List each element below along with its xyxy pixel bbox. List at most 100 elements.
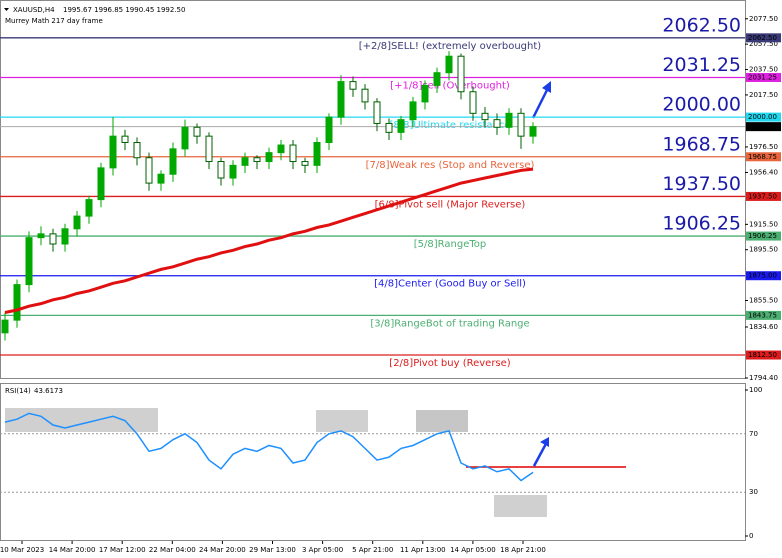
level-tag-label: 1875.00: [748, 272, 777, 280]
rsi-zone: [416, 410, 468, 432]
level-tag-label: 1906.25: [748, 232, 777, 240]
level-text: [7/8]Weak res (Stop and Reverse): [366, 160, 535, 171]
rsi-name: RSI(14): [5, 387, 31, 395]
candle-body: [277, 144, 285, 154]
x-tick-label: 18 Apr 21:00: [500, 546, 546, 554]
x-tick-label: 29 Mar 13:00: [249, 546, 296, 554]
rsi-zone: [494, 495, 547, 517]
candle-body: [349, 81, 357, 90]
candle-body: [493, 119, 501, 128]
candle-body: [241, 157, 249, 166]
x-tick-label: 5 Apr 21:00: [352, 546, 393, 554]
level-tag: [746, 112, 781, 122]
candle-body: [37, 233, 45, 239]
level-big-label: 2062.50: [662, 14, 741, 36]
x-tick-label: 14 Mar 20:00: [49, 546, 96, 554]
y-tick-label: 2017.50: [749, 91, 778, 99]
candle-body: [517, 112, 525, 137]
candle-body: [157, 173, 165, 184]
candle-body: [301, 161, 309, 166]
candle-body: [361, 88, 369, 103]
rsi-tick-label: 30: [749, 488, 758, 496]
candle-body: [421, 84, 429, 103]
level-text: [2/8]Pivot buy (Reverse): [389, 358, 511, 369]
symbol: XAUUSD,H4: [13, 6, 55, 14]
level-text: [6/8]Pivot sell (Major Reverse): [375, 199, 526, 210]
candle-body: [13, 284, 21, 321]
rsi-value: 43.6173: [34, 387, 63, 395]
candle-body: [193, 126, 201, 137]
level-tag-label: 2031.25: [748, 73, 777, 81]
candle-body: [469, 91, 477, 114]
candle-body: [337, 81, 345, 118]
level-text: [5/8]RangeTop: [414, 239, 486, 250]
level-tag-label: 2000.00: [748, 113, 777, 121]
arrow: [531, 85, 551, 119]
candle-body: [133, 141, 141, 159]
candle-body: [313, 141, 321, 166]
level-tag: [746, 350, 781, 360]
candle-body: [253, 157, 261, 163]
y-tick-label: 1915.50: [749, 220, 778, 228]
rsi-tick-label: 100: [749, 386, 762, 394]
y-tick-label: 2057.50: [749, 40, 778, 48]
level-big-label: 1968.75: [662, 133, 741, 155]
level-text: [+1/8]sell (Overbought): [390, 80, 510, 91]
candle-body: [25, 237, 33, 286]
level-tag-label: 1937.50: [748, 192, 777, 200]
candle-body: [505, 112, 513, 128]
level-tag: [746, 231, 781, 241]
candle-body: [205, 135, 213, 163]
y-tick-label: 2037.50: [749, 66, 778, 74]
candle-body: [433, 72, 441, 86]
candle-body: [97, 167, 105, 201]
x-tick-label: 3 Apr 05:00: [302, 546, 343, 554]
candle-body: [529, 126, 537, 137]
x-tick-label: 10 Mar 2023: [0, 546, 44, 554]
level-big-label: 1937.50: [662, 173, 741, 195]
y-tick-label: 1976.50: [749, 143, 778, 151]
arrow-head: [542, 81, 551, 93]
candle-body: [385, 122, 393, 133]
candle-body: [481, 112, 489, 121]
candle-body: [181, 126, 189, 150]
candle-body: [217, 161, 225, 179]
candle-body: [373, 101, 381, 124]
rsi-zone: [316, 410, 368, 432]
level-tag: [746, 271, 781, 281]
collapse-icon: [4, 8, 9, 11]
level-big-label: 1906.25: [662, 213, 741, 235]
level-tag: [746, 33, 781, 43]
y-tick-label: 1834.60: [749, 323, 778, 331]
y-tick-label: 1956.40: [749, 168, 778, 176]
candle-body: [265, 152, 273, 163]
rsi-tick-label: 70: [749, 430, 758, 438]
price-tag: [746, 122, 781, 132]
y-tick-label: 2077.50: [749, 15, 778, 23]
level-tag: [746, 191, 781, 201]
level-tag: [746, 310, 781, 320]
level-text: [+2/8]SELL! (extremely overbought): [359, 41, 542, 52]
level-big-label: 2031.25: [662, 54, 741, 76]
level-tag-label: 1812.50: [748, 351, 777, 359]
level-tag-label: 2062.50: [748, 34, 777, 42]
candle-body: [169, 148, 177, 175]
candle-body: [409, 101, 417, 121]
price-frame: [0, 0, 746, 379]
x-tick-label: 14 Apr 05:00: [450, 546, 496, 554]
rsi-frame: [0, 383, 746, 541]
x-tick-label: 11 Apr 13:00: [400, 546, 446, 554]
arrow-head: [540, 437, 549, 447]
level-text: [8/8]Ultimate resistance: [389, 120, 510, 131]
candle-body: [85, 199, 93, 217]
candle-body: [289, 144, 297, 163]
level-big-label: 2000.00: [662, 94, 741, 116]
x-tick-label: 22 Mar 04:00: [149, 546, 196, 554]
indicator-name: Murrey Math 217 day frame: [5, 17, 103, 25]
level-tag: [746, 72, 781, 82]
level-tag-label: 1968.75: [748, 153, 777, 161]
candle-body: [229, 164, 237, 179]
candle-body: [49, 233, 57, 245]
y-tick-label: 1895.50: [749, 246, 778, 254]
